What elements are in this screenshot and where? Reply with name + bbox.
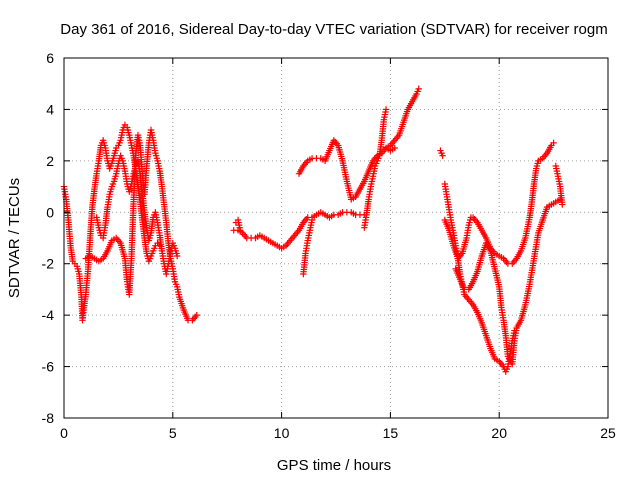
chart-title: Day 361 of 2016, Sidereal Day-to-day VTE… [60,21,607,38]
axis-ticks [63,57,609,419]
y-tick-label: 2 [46,153,54,169]
x-tick-label: 0 [60,425,68,441]
y-tick-label: -6 [42,359,55,375]
data-point [173,252,181,260]
plot-frame [63,57,609,419]
y-tick-label: -8 [42,410,55,426]
y-tick-label: 6 [46,50,54,66]
x-tick-label: 5 [169,425,177,441]
data-point [550,139,557,147]
data-point [237,227,244,234]
data-point [415,85,422,93]
tick-labels: 0 5 10 15 20 25 -8 -6 -4 -2 0 2 4 6 [42,50,616,441]
x-tick-label: 25 [600,425,616,441]
data-point [382,106,390,113]
x-tick-label: 20 [491,425,507,441]
data-point [439,152,446,159]
x-tick-label: 15 [383,425,399,441]
data-point [391,144,398,152]
data-point [193,311,200,319]
data-marks [60,85,566,375]
grid-lines [64,58,608,418]
x-tick-label: 10 [274,425,290,441]
y-tick-label: 0 [46,204,54,220]
data-point [559,201,566,208]
data-point [308,216,316,224]
y-tick-label: 4 [46,101,54,117]
y-axis-label: SDTVAR / TECUs [6,178,23,298]
y-tick-label: -4 [42,307,55,323]
y-tick-label: -2 [42,256,55,272]
x-axis-label: GPS time / hours [277,457,391,474]
